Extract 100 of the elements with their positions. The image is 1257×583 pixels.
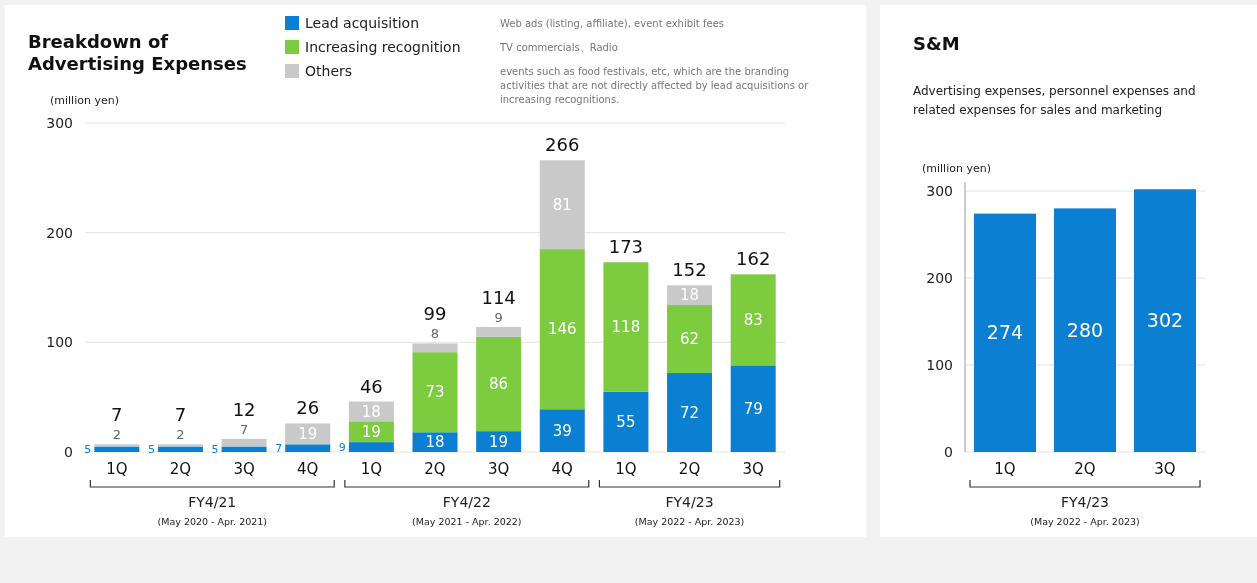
data-label: 9: [494, 309, 503, 325]
bar: [412, 352, 458, 433]
bar: [221, 446, 267, 452]
data-label: 146: [547, 320, 577, 339]
data-label: 9: [338, 441, 346, 455]
legend-label: Others: [305, 63, 353, 79]
total-label: 12: [232, 398, 256, 420]
legend-label: Increasing recognition: [305, 39, 461, 55]
bar: [667, 373, 713, 452]
bar: [221, 438, 267, 447]
data-label: 5: [211, 443, 219, 457]
y-tick-label: 0: [944, 444, 953, 460]
bar: [285, 444, 331, 452]
text: (May 2021 - Apr. 2022): [412, 516, 522, 527]
bar: [476, 326, 522, 337]
bar: [157, 446, 203, 452]
data-label: 280: [1066, 318, 1104, 341]
bar: [603, 262, 649, 392]
y-tick-label: 300: [46, 115, 73, 131]
x-tick-label: 4Q: [551, 460, 573, 478]
data-label: 83: [743, 311, 763, 330]
total-label: 46: [359, 375, 383, 397]
bar: [539, 249, 585, 410]
total-label: 266: [545, 134, 580, 156]
data-label: 8: [430, 326, 440, 342]
y-tick-label: 200: [926, 270, 953, 286]
text: (May 2022 - Apr. 2023): [634, 516, 745, 527]
x-tick-label: 3Q: [742, 460, 764, 478]
total-label: 7: [174, 404, 187, 426]
bar: [730, 274, 776, 366]
data-label: 2: [112, 427, 121, 443]
x-tick-label: 2Q: [424, 460, 446, 478]
bar: [94, 444, 140, 447]
data-label: 5: [84, 443, 92, 457]
x-tick-label: 2Q: [678, 460, 701, 478]
text: (May 2022 - Apr. 2023): [1030, 516, 1140, 527]
bar: [348, 442, 394, 452]
data-label: 19: [361, 422, 381, 441]
bar: [974, 213, 1036, 452]
x-tick-label: 3Q: [1154, 460, 1176, 478]
bar: [730, 365, 776, 452]
text: TV commercials、Radio: [499, 42, 618, 53]
total-label: 99: [423, 303, 447, 325]
total-label: 162: [736, 248, 771, 270]
text: (May 2020 - Apr. 2021): [157, 516, 268, 527]
y-tick-label: 0: [64, 444, 73, 460]
data-label: 5: [147, 443, 155, 457]
x-tick-label: 2Q: [169, 460, 192, 478]
total-label: 7: [111, 404, 123, 426]
y-tick-label: 100: [46, 334, 73, 351]
total-label: 173: [608, 236, 644, 258]
data-label: 73: [425, 383, 445, 402]
data-label: 79: [743, 399, 763, 418]
y-tick-label: 300: [926, 183, 953, 199]
data-label: 39: [552, 421, 572, 440]
bar: [667, 305, 713, 374]
data-label: 55: [616, 413, 636, 432]
data-label: 72: [680, 403, 700, 422]
data-label: 7: [275, 442, 283, 456]
data-label: 7: [239, 421, 249, 437]
x-tick-label: 1Q: [106, 460, 128, 478]
text: Web ads (listing, affiliate), event exhibit fees: [500, 18, 724, 29]
bar: [412, 343, 458, 353]
y-axis-title: (million yen): [50, 94, 119, 107]
data-label: 274: [986, 321, 1024, 344]
bar: [1134, 189, 1196, 452]
x-tick-label: 1Q: [994, 460, 1016, 478]
chart-title: Breakdown of Advertising Expenses: [28, 31, 247, 74]
text: FY4/23: [1060, 494, 1110, 510]
total-label: 114: [481, 286, 516, 308]
total-label: 26: [296, 397, 320, 419]
bar: [603, 391, 649, 452]
bar: [476, 336, 522, 432]
data-label: 62: [680, 330, 700, 349]
text: FY4/22: [442, 494, 491, 510]
x-tick-label: 4Q: [297, 460, 319, 478]
y-tick-label: 200: [46, 224, 73, 241]
bar: [539, 409, 585, 452]
data-label: 19: [489, 432, 509, 451]
x-tick-label: 3Q: [487, 460, 510, 478]
text: events such as food festivals, etc, which are the branding activities that are not directly affected by lead acquisitions or increasing recognitions.: [500, 66, 810, 105]
bar: [157, 444, 203, 447]
x-tick-label: 1Q: [615, 460, 637, 478]
bar: [539, 160, 585, 250]
text: FY4/21: [188, 494, 237, 510]
y-tick-label: 100: [926, 357, 953, 373]
y-axis-title: (million yen): [922, 162, 991, 175]
data-label: 118: [611, 318, 641, 337]
chart-title: S&M: [913, 33, 960, 54]
text: FY4/23: [665, 494, 714, 510]
x-tick-label: 1Q: [360, 460, 383, 478]
bar: [1054, 208, 1116, 452]
x-tick-label: 3Q: [233, 460, 255, 478]
x-tick-label: 2Q: [1074, 460, 1096, 478]
legend-label: Lead acquisition: [305, 15, 420, 31]
data-label: 302: [1146, 309, 1184, 332]
data-label: 86: [489, 375, 509, 394]
data-label: 2: [176, 427, 185, 443]
bar: [94, 446, 140, 452]
chart-subtitle: Advertising expenses, personnel expenses and related expenses for sales and marketing: [913, 84, 1196, 117]
